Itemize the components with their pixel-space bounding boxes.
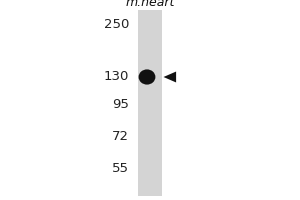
Text: 250: 250 — [103, 19, 129, 31]
Bar — [138, 10, 162, 196]
Text: 95: 95 — [112, 98, 129, 112]
Polygon shape — [164, 72, 176, 82]
Text: 55: 55 — [112, 162, 129, 176]
Text: 72: 72 — [112, 130, 129, 142]
Text: m.heart: m.heart — [125, 0, 175, 9]
Text: 130: 130 — [103, 71, 129, 84]
Ellipse shape — [139, 69, 155, 85]
